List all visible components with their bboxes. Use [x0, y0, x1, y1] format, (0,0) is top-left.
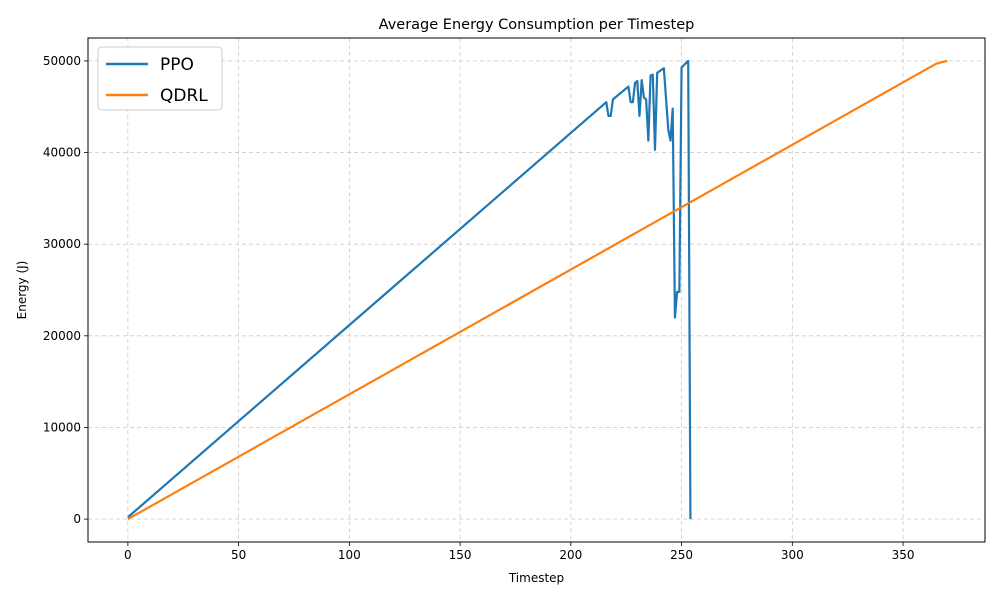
x-tick-label: 350	[892, 548, 915, 562]
x-tick-label: 100	[338, 548, 361, 562]
x-tick-label: 300	[781, 548, 804, 562]
series-line-qdrl	[127, 59, 948, 521]
y-tick-label: 50000	[43, 54, 81, 68]
y-axis-label: Energy (J)	[15, 261, 29, 320]
chart-title: Average Energy Consumption per Timestep	[379, 17, 695, 33]
x-axis-ticks: 0 50 100 150 200 250 300 350	[124, 542, 915, 562]
y-tick-label: 10000	[43, 420, 81, 434]
plot-frame	[87, 37, 986, 543]
legend-label: PPO	[160, 55, 194, 75]
y-tick-label: 0	[73, 512, 81, 526]
x-tick-label: 150	[449, 548, 472, 562]
x-tick-label: 0	[124, 548, 132, 562]
y-tick-label: 30000	[43, 237, 81, 251]
y-tick-label: 20000	[43, 329, 81, 343]
series-line-ppo	[127, 59, 692, 520]
y-tick-label: 40000	[43, 146, 81, 160]
x-tick-label: 250	[670, 548, 693, 562]
legend-label: QDRL	[160, 86, 208, 106]
x-tick-label: 200	[559, 548, 582, 562]
x-tick-label: 50	[231, 548, 246, 562]
grid-lines	[88, 38, 985, 542]
series-lines	[127, 59, 948, 521]
y-axis-ticks: 0 10000 20000 30000 40000 50000	[43, 54, 88, 526]
legend: PPO QDRL	[97, 46, 223, 111]
x-axis-label: Timestep	[508, 571, 564, 585]
